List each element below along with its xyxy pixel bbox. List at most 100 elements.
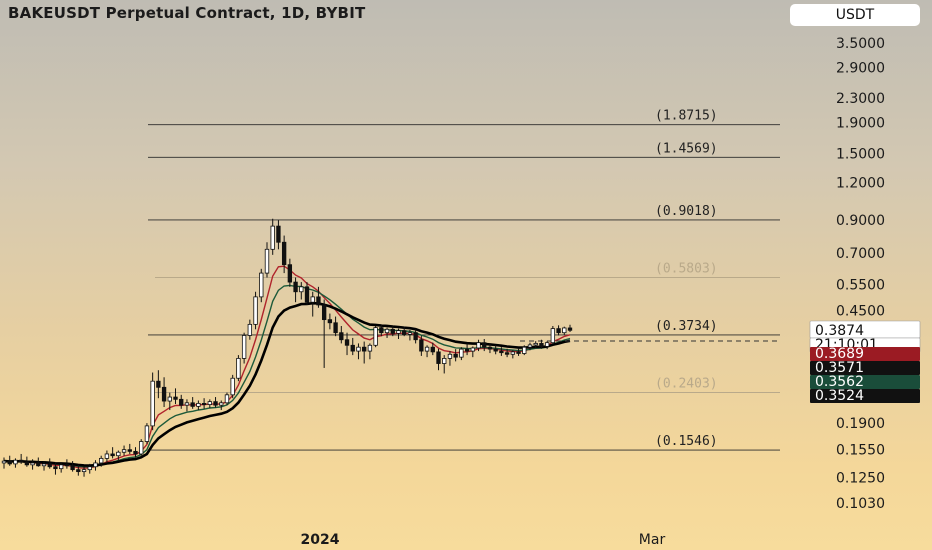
candle-body-35 (201, 402, 207, 405)
y-tick-13: 0.1030 (836, 496, 885, 512)
candle-body-59 (339, 332, 344, 341)
candle-body-55 (316, 296, 321, 306)
y-tick-9: 0.4500 (836, 304, 885, 320)
price-label-4: 0.3562 (815, 374, 864, 390)
candle-body-73 (419, 339, 424, 352)
candle-body-71 (407, 332, 413, 335)
fib-label-3: (0.5803) (655, 261, 718, 276)
candle-body-47 (270, 225, 275, 250)
candle-body-86 (493, 348, 498, 352)
y-tick-11: 0.1550 (836, 443, 885, 459)
fib-label-5: (0.2403) (655, 376, 718, 391)
candle-body-92 (527, 344, 533, 348)
candle-body-12 (70, 465, 75, 471)
candle-body-8 (47, 463, 52, 468)
currency-button[interactable]: USDT (790, 4, 920, 26)
candle-body-62 (356, 346, 361, 352)
fib-label-2: (0.9018) (655, 204, 718, 219)
candle-body-31 (179, 398, 184, 406)
price-label-0: 0.3874 (815, 323, 864, 339)
y-tick-5: 1.2000 (836, 176, 885, 192)
y-tick-8: 0.5500 (836, 277, 885, 293)
candle-body-60 (344, 339, 350, 346)
price-label-box-5 (810, 389, 920, 403)
candle-body-23 (133, 450, 138, 455)
candle-body-11 (64, 464, 70, 467)
candle-body-37 (213, 401, 218, 406)
candle-body-41 (236, 358, 241, 379)
ema-mid-line (3, 284, 571, 468)
y-tick-3: 1.9000 (836, 116, 885, 132)
x-tick-0: 2024 (301, 532, 340, 548)
candle-body-36 (207, 401, 212, 405)
candle-body-63 (362, 346, 367, 352)
candle-body-52 (299, 286, 304, 293)
candle-body-48 (276, 225, 281, 243)
y-tick-2: 2.3000 (836, 91, 885, 107)
candle-body-69 (396, 330, 401, 334)
fib-levels: (1.8715) (1.4569) (0.9018) (0.5803) (0.3734)… (148, 109, 780, 451)
y-tick-4: 1.5000 (836, 147, 885, 163)
candle-body-9 (53, 466, 58, 470)
candle-body-5 (30, 462, 35, 466)
price-label-3: 0.3571 (815, 360, 864, 376)
candle-body-33 (190, 402, 195, 407)
candle-body-4 (24, 461, 30, 466)
y-tick-10: 0.1900 (836, 416, 885, 432)
candle-body-72 (413, 332, 418, 341)
candle-body-68 (390, 328, 395, 334)
candle-body-26 (150, 380, 155, 427)
candle-body-32 (184, 402, 190, 406)
candle-body-76 (436, 351, 441, 364)
fib-label-0: (1.8715) (655, 109, 718, 124)
candle-body-98 (562, 327, 567, 334)
candle-body-45 (259, 272, 264, 298)
price-label-box-3 (810, 361, 920, 375)
candle-body-19 (110, 453, 115, 457)
ema-fast-line (3, 265, 571, 469)
candle-body-14 (81, 469, 87, 473)
candle-body-91 (522, 346, 527, 354)
candle-body-75 (430, 346, 435, 353)
candle-body-78 (447, 353, 453, 359)
candle-body-38 (219, 402, 224, 406)
y-axis[interactable]: 3.5000 2.9000 2.3000 1.9000 1.5000 1.2000 0.90… (836, 36, 885, 512)
price-label-box-2 (810, 347, 920, 361)
candle-body-46 (264, 248, 270, 274)
candle-body-29 (167, 396, 172, 402)
y-tick-6: 0.9000 (836, 213, 885, 229)
candle-body-70 (402, 330, 407, 335)
candle-body-93 (533, 343, 538, 346)
candle-body-7 (41, 463, 47, 467)
candle-body-2 (13, 459, 18, 465)
fib-label-4: (0.3734) (655, 319, 718, 334)
candle-body-22 (127, 449, 132, 452)
candle-body-99 (567, 327, 573, 331)
x-axis[interactable]: 2024 Mar (301, 532, 666, 548)
candle-body-43 (247, 323, 253, 336)
candle-body-82 (470, 347, 475, 352)
candle-body-90 (516, 351, 521, 354)
candle-body-27 (156, 380, 161, 388)
candle-body-61 (350, 344, 355, 352)
candle-body-57 (327, 319, 333, 324)
candle-body-64 (367, 344, 373, 352)
candle-body-77 (442, 358, 447, 364)
candle-body-74 (424, 346, 430, 352)
candle-body-13 (76, 469, 81, 473)
candle-body-51 (293, 281, 298, 293)
candle-body-97 (556, 328, 561, 334)
candle-body-0 (1, 460, 7, 464)
price-label-5: 0.3524 (815, 388, 864, 404)
candle-body-6 (36, 462, 41, 467)
candle-body-40 (230, 377, 235, 396)
x-tick-1: Mar (639, 532, 666, 548)
candle-body-42 (241, 335, 247, 359)
y-tick-1: 2.9000 (836, 61, 885, 77)
candle-body-53 (304, 286, 310, 303)
candle-body-30 (173, 396, 178, 400)
candle-body-89 (510, 351, 516, 355)
candle-body-94 (539, 343, 544, 347)
candle-body-83 (476, 342, 481, 349)
